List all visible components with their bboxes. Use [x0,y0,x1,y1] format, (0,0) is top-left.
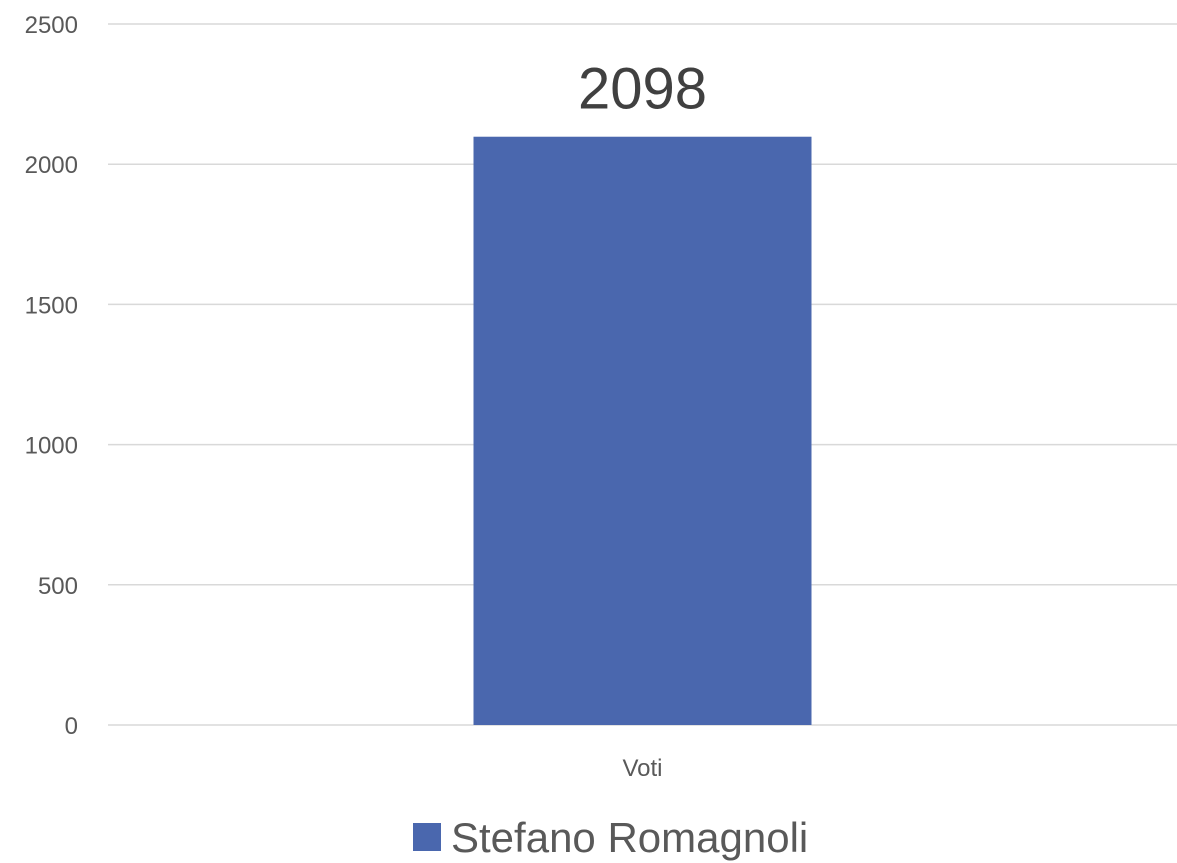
bars [473,136,812,725]
y-tick-label: 2000 [25,152,78,179]
y-tick-label: 500 [38,573,78,600]
data-labels: 2098 [578,57,707,122]
legend-label: Stefano Romagnoli [451,814,808,861]
bar-data-label: 2098 [578,57,707,122]
legend: Stefano Romagnoli [413,814,808,861]
x-category-label: Voti [622,755,662,782]
x-axis: Voti [622,755,662,782]
legend-swatch [413,823,441,851]
y-tick-label: 2500 [25,12,78,39]
y-axis: 0 500 1000 1500 2000 2500 [25,12,78,740]
y-tick-label: 1000 [25,433,78,460]
y-tick-label: 1500 [25,292,78,319]
y-tick-label: 0 [65,713,78,740]
bar [473,136,812,725]
